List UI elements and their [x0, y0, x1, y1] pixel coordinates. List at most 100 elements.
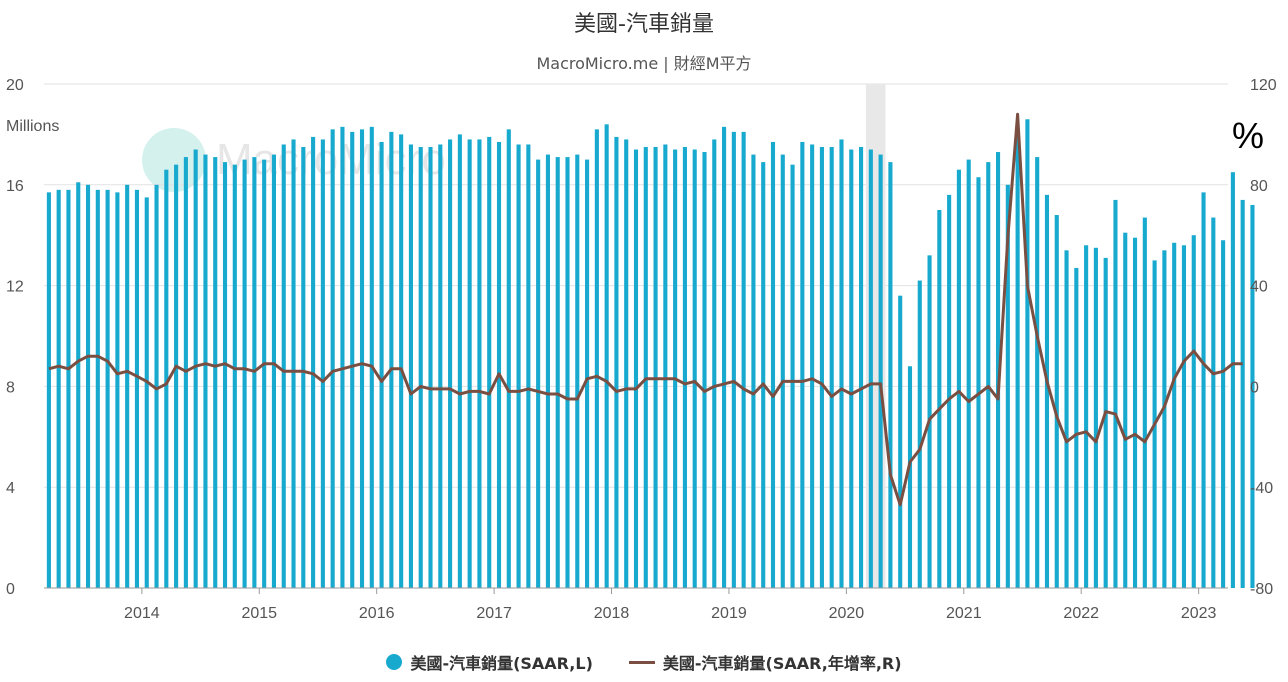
bar	[144, 197, 149, 588]
x-tick-label: 2021	[946, 605, 982, 622]
bar	[1142, 217, 1147, 588]
bar	[1191, 235, 1196, 588]
bar	[1084, 245, 1089, 588]
bar	[232, 164, 237, 588]
bar	[164, 169, 169, 588]
bar	[262, 159, 267, 588]
bar	[614, 136, 619, 589]
bar	[907, 366, 913, 588]
bar	[594, 129, 599, 589]
bar	[751, 154, 756, 588]
left-tick-label: 4	[6, 480, 15, 497]
bar	[956, 169, 961, 588]
bar	[291, 139, 296, 588]
bar-series	[46, 119, 1255, 589]
bar	[819, 147, 824, 588]
bar	[95, 189, 100, 588]
bar	[154, 184, 159, 589]
bar	[1005, 184, 1010, 589]
bar	[311, 136, 316, 589]
bar	[203, 154, 208, 588]
bar	[1093, 247, 1098, 589]
bar	[682, 147, 687, 588]
legend-item-line[interactable]: 美國-汽車銷量(SAAR,年增率,R)	[628, 650, 902, 674]
line-series	[48, 112, 1243, 507]
bar	[1064, 250, 1069, 588]
bar	[585, 159, 590, 588]
bar	[712, 139, 717, 588]
bar	[761, 162, 766, 588]
bar	[868, 149, 873, 588]
bar	[986, 162, 991, 588]
bar	[829, 147, 834, 588]
legend-label-bars: 美國-汽車銷量(SAAR,L)	[410, 654, 593, 673]
x-tick-label: 2015	[241, 605, 277, 622]
bar	[575, 154, 580, 588]
bar	[731, 131, 736, 588]
bar	[1103, 257, 1108, 588]
bar	[1054, 215, 1059, 589]
bar	[301, 147, 306, 588]
right-axis-label: %	[1232, 115, 1264, 156]
bar	[878, 154, 883, 588]
bar	[408, 144, 413, 589]
bar	[1044, 194, 1050, 588]
bar	[428, 147, 433, 588]
bar	[536, 159, 541, 588]
bar	[174, 164, 179, 588]
chart-title: 美國-汽車銷量	[574, 12, 714, 37]
bar	[692, 149, 697, 588]
bar	[1221, 240, 1226, 589]
right-tick-label: 40	[1250, 279, 1268, 296]
bar	[790, 164, 795, 588]
bar	[359, 129, 365, 589]
bar	[545, 154, 550, 588]
bar	[859, 147, 864, 588]
bar	[947, 194, 952, 588]
bar	[741, 131, 746, 588]
x-tick-label: 2017	[476, 605, 512, 622]
bar	[213, 157, 218, 588]
x-tick-label: 2018	[594, 605, 630, 622]
bar	[800, 141, 805, 588]
bar	[976, 177, 981, 589]
bar	[849, 149, 854, 588]
bar	[770, 141, 776, 588]
right-tick-label: 80	[1250, 178, 1268, 195]
bar	[722, 126, 727, 588]
bar	[1201, 192, 1206, 589]
bar	[448, 139, 453, 588]
left-tick-label: 12	[6, 279, 24, 296]
chart-plot: 0 4 8 12 16 20 -80 -40 0 40 80 120 2014 2015 2016 2017 2…	[6, 77, 1277, 622]
bar	[604, 124, 609, 588]
legend-label-line: 美國-汽車銷量(SAAR,年增率,R)	[662, 654, 902, 673]
bar	[369, 126, 374, 588]
bar	[46, 192, 51, 589]
bar	[418, 147, 423, 588]
bar	[320, 139, 325, 588]
bar	[340, 126, 345, 588]
x-tick-label: 2019	[711, 605, 747, 622]
bar	[1132, 237, 1138, 588]
bar	[937, 210, 942, 588]
bar	[271, 154, 277, 588]
bar	[477, 139, 482, 588]
bar	[330, 129, 335, 589]
bar	[1015, 129, 1020, 589]
x-tick-label: 2022	[1063, 605, 1099, 622]
bar	[399, 134, 404, 588]
bar	[350, 131, 355, 588]
bar	[1074, 267, 1079, 588]
left-tick-label: 16	[6, 178, 24, 195]
bar	[193, 149, 198, 588]
x-tick-label: 2023	[1181, 605, 1217, 622]
bar	[780, 154, 785, 588]
bar	[487, 136, 492, 589]
bar	[1172, 242, 1177, 588]
chart-subtitle: MacroMicro.me | 財經M平方	[536, 54, 752, 73]
legend-item-bars[interactable]: 美國-汽車銷量(SAAR,L)	[386, 650, 593, 674]
left-axis-label: Millions	[6, 118, 59, 135]
bar	[115, 192, 120, 589]
bar	[85, 184, 91, 589]
yoy-line	[48, 112, 1243, 507]
